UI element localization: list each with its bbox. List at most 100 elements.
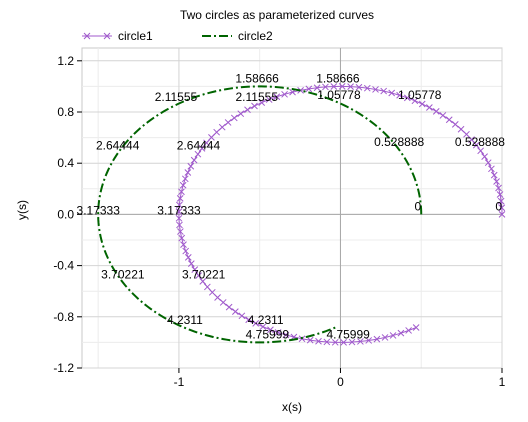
series-marker-circle1 xyxy=(251,102,258,110)
point-label-circle1: 1.58666 xyxy=(316,71,360,85)
series-marker-circle1 xyxy=(323,338,331,346)
point-label-circle2: 3.70221 xyxy=(101,267,145,281)
series-marker-circle1 xyxy=(472,141,480,149)
series-marker-circle1 xyxy=(182,247,190,255)
series-marker-circle1 xyxy=(426,104,433,111)
series-marker-circle1 xyxy=(194,150,202,158)
series-marker-circle1 xyxy=(497,197,505,205)
series-marker-circle1 xyxy=(184,169,192,176)
point-label-circle1: 1.05778 xyxy=(398,88,442,102)
point-label-circle1: 0 xyxy=(495,199,502,213)
point-label-circle1: 3.17333 xyxy=(157,203,201,217)
series-marker-circle1 xyxy=(348,338,356,346)
series-marker-circle1 xyxy=(203,139,210,147)
series-marker-circle1 xyxy=(244,106,251,114)
series-marker-circle1 xyxy=(373,335,381,343)
series-marker-circle1 xyxy=(396,91,403,99)
series-marker-circle1 xyxy=(230,114,238,122)
series-marker-circle1 xyxy=(313,84,321,92)
series-marker-circle1 xyxy=(365,337,373,344)
chart-title: Two circles as parameterized curves xyxy=(180,8,374,22)
series-marker-circle1 xyxy=(490,171,498,179)
series-marker-circle1 xyxy=(224,119,232,126)
series-marker-circle1 xyxy=(439,112,447,119)
series-marker-circle1 xyxy=(495,184,502,192)
series-marker-circle1 xyxy=(175,214,183,222)
series-marker-circle1 xyxy=(306,336,314,344)
point-label-circle2: 3.17333 xyxy=(77,203,121,217)
point-label-circle2: 4.75999 xyxy=(246,327,290,341)
series-marker-circle1 xyxy=(498,204,506,212)
series-marker-circle1 xyxy=(432,107,440,115)
series-marker-circle1 xyxy=(315,337,322,345)
series-marker-circle1 xyxy=(184,254,192,261)
series-marker-circle1 xyxy=(493,178,500,185)
series-marker-circle1 xyxy=(363,84,371,92)
series-marker-circle1 xyxy=(187,162,195,170)
series-marker-circle1 xyxy=(225,303,233,311)
series-marker-circle1 xyxy=(412,324,420,331)
point-label-circle2: 4.2311 xyxy=(167,313,203,327)
y-tick-label: 0.8 xyxy=(57,105,74,119)
series-marker-circle1 xyxy=(214,294,221,301)
series-marker-circle1 xyxy=(468,136,475,143)
series-marker-circle1 xyxy=(380,87,388,95)
series-marker-circle1 xyxy=(219,299,227,306)
series-marker-circle1 xyxy=(305,85,313,93)
series-marker-circle1 xyxy=(281,90,288,98)
series-marker-circle1 xyxy=(180,241,187,248)
series-marker-circle1 xyxy=(177,228,184,235)
series-marker-circle1 xyxy=(347,83,354,91)
point-label-circle1: 4.2311 xyxy=(248,313,284,327)
point-label-circle2: 0.528888 xyxy=(374,135,424,149)
legend-label-circle1: circle1 xyxy=(118,29,153,43)
series-marker-circle1 xyxy=(187,260,195,267)
series-marker-circle1 xyxy=(259,323,267,331)
y-tick-label: -0.8 xyxy=(53,310,74,324)
series-marker-circle1 xyxy=(208,288,216,296)
series-marker-circle1 xyxy=(484,159,492,167)
series-marker-circle1 xyxy=(357,338,364,345)
series-marker-circle1 xyxy=(282,331,290,339)
series-marker-circle1 xyxy=(178,234,186,242)
series-marker-circle1 xyxy=(273,93,281,101)
series-marker-circle1 xyxy=(190,156,198,164)
y-tick-label: -0.4 xyxy=(53,259,74,273)
x-axis-title: x(s) xyxy=(282,400,302,414)
series-marker-circle1 xyxy=(397,329,405,337)
point-label-circle1: 2.64444 xyxy=(177,138,221,152)
series-marker-circle1 xyxy=(297,87,304,94)
series-marker-circle1 xyxy=(463,130,470,138)
series-marker-circle1 xyxy=(403,94,411,102)
series-marker-circle1 xyxy=(274,329,282,336)
series-marker-circle1 xyxy=(218,123,226,131)
series-marker-circle1 xyxy=(265,96,273,103)
point-label-circle1: 4.75999 xyxy=(326,327,370,341)
point-label-circle2: 1.05778 xyxy=(317,88,361,102)
series-marker-circle1 xyxy=(322,83,329,91)
point-label-circle2: 2.64444 xyxy=(96,138,140,152)
series-marker-circle1 xyxy=(179,181,187,189)
series-marker-circle1 xyxy=(496,191,504,198)
x-tick-label: 0 xyxy=(337,375,344,389)
y-tick-label: -1.2 xyxy=(53,361,74,375)
series-marker-circle1 xyxy=(176,201,183,209)
y-axis-title: y(s) xyxy=(15,200,29,220)
series-marker-circle1 xyxy=(355,83,363,91)
series-marker-circle1 xyxy=(330,83,338,90)
series-marker-circle1 xyxy=(198,145,206,152)
legend: circle1 circle2 xyxy=(82,29,273,43)
series-marker-circle1 xyxy=(204,283,211,291)
series-marker-circle1 xyxy=(191,266,199,274)
series-marker-circle1 xyxy=(199,277,207,285)
series-marker-circle1 xyxy=(372,86,379,93)
series-marker-circle1 xyxy=(498,211,506,218)
series-marker-circle1 xyxy=(388,89,396,97)
series-marker-circle1 xyxy=(338,83,346,90)
series-marker-circle1 xyxy=(451,121,459,128)
point-label-circle2: 0 xyxy=(415,199,422,213)
legend-marker-circle1 xyxy=(83,32,91,40)
series-marker-circle1 xyxy=(457,125,465,133)
legend-item-circle1: circle1 xyxy=(82,29,153,43)
